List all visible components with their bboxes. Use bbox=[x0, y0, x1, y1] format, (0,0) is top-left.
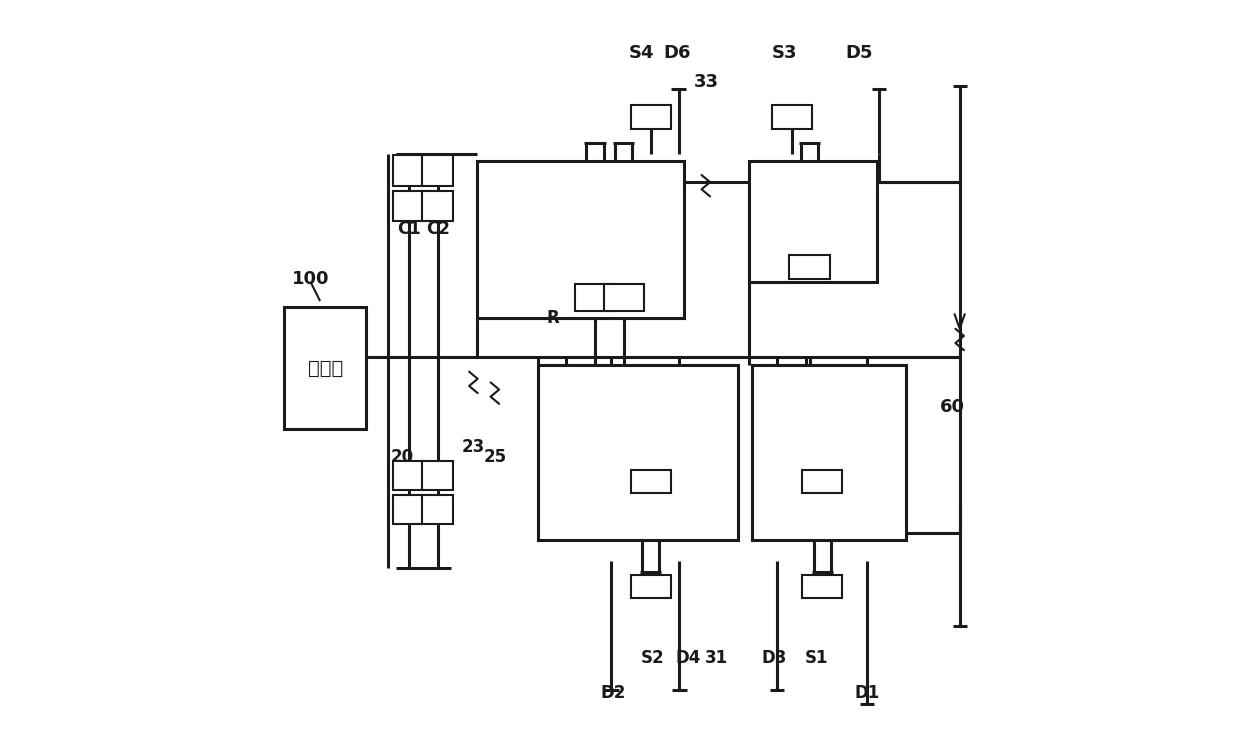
Text: D4: D4 bbox=[676, 649, 701, 667]
Bar bbox=[631, 469, 671, 494]
Text: 100: 100 bbox=[293, 270, 330, 288]
Bar bbox=[802, 469, 842, 494]
Bar bbox=[631, 574, 671, 599]
Text: C2: C2 bbox=[425, 219, 450, 238]
Bar bbox=[393, 191, 425, 222]
Bar bbox=[393, 461, 425, 490]
Bar bbox=[604, 284, 644, 311]
Text: D6: D6 bbox=[663, 44, 691, 63]
Text: S1: S1 bbox=[805, 649, 828, 667]
Bar bbox=[631, 105, 671, 128]
Text: 20: 20 bbox=[391, 448, 413, 467]
Bar bbox=[393, 496, 425, 524]
Text: 23: 23 bbox=[461, 437, 485, 456]
Text: 25: 25 bbox=[484, 448, 506, 467]
Text: 31: 31 bbox=[706, 649, 728, 667]
Text: 扭矩源: 扭矩源 bbox=[308, 359, 343, 378]
Text: 33: 33 bbox=[693, 73, 718, 91]
Bar bbox=[538, 364, 738, 539]
Bar bbox=[422, 155, 454, 186]
Text: D1: D1 bbox=[854, 685, 879, 703]
Text: D5: D5 bbox=[846, 44, 873, 63]
Text: C1: C1 bbox=[397, 219, 420, 238]
Bar bbox=[284, 308, 366, 429]
Text: R: R bbox=[547, 309, 559, 327]
Bar bbox=[771, 105, 812, 128]
Bar bbox=[422, 191, 454, 222]
Text: 60: 60 bbox=[940, 399, 965, 416]
Text: S4: S4 bbox=[629, 44, 655, 63]
Bar bbox=[575, 284, 615, 311]
Text: S3: S3 bbox=[771, 44, 797, 63]
Bar bbox=[753, 364, 906, 539]
Bar bbox=[802, 574, 842, 599]
Text: S2: S2 bbox=[640, 649, 663, 667]
Bar bbox=[422, 496, 454, 524]
Bar bbox=[477, 160, 684, 318]
Text: D3: D3 bbox=[761, 649, 786, 667]
Bar bbox=[749, 160, 878, 282]
Bar bbox=[790, 255, 830, 278]
Text: D2: D2 bbox=[600, 685, 625, 703]
Bar bbox=[393, 155, 425, 186]
Bar bbox=[422, 461, 454, 490]
